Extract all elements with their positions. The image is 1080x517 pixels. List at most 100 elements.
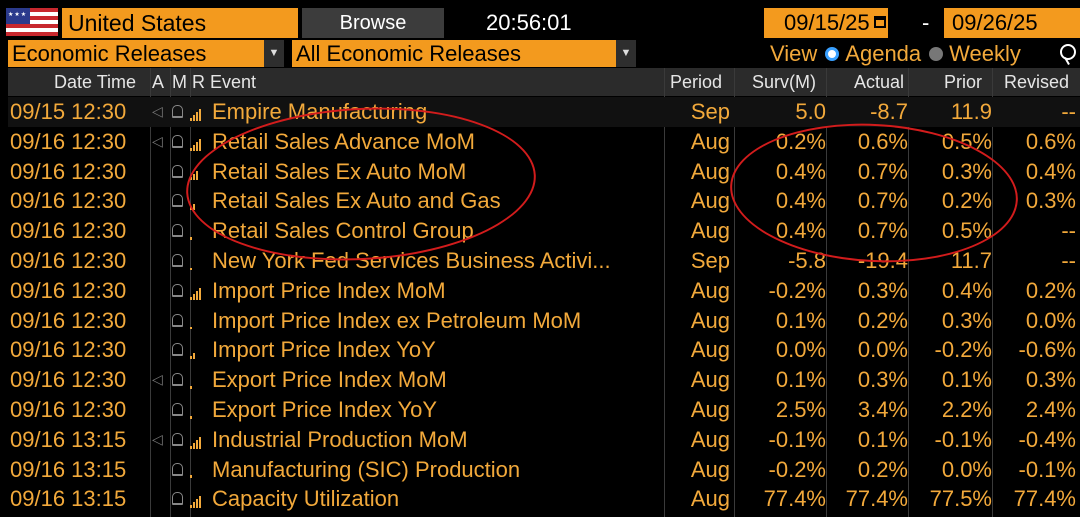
- col-period[interactable]: Period: [670, 72, 723, 92]
- date-separator: -: [922, 10, 930, 35]
- col-event[interactable]: Event: [210, 72, 257, 92]
- country-field[interactable]: United States: [62, 8, 298, 38]
- speaker-icon[interactable]: ◁: [152, 371, 163, 388]
- row-period: Sep: [690, 247, 730, 273]
- table-row[interactable]: 09/16 12:30 Import Price Index ex Petrole…: [8, 306, 1080, 336]
- table-row[interactable]: 09/16 12:30 Export Price Index YoY Aug 2.5%…: [8, 395, 1080, 425]
- bell-icon[interactable]: [170, 365, 184, 395]
- col-actual[interactable]: Actual: [854, 72, 905, 92]
- speaker-icon[interactable]: [152, 335, 166, 365]
- row-prior: 0.4%: [941, 277, 992, 303]
- chevron-down-icon[interactable]: ▼: [264, 40, 284, 67]
- col-surv[interactable]: Surv(M): [752, 72, 816, 92]
- row-period: Aug: [690, 158, 730, 184]
- speaker-icon[interactable]: [152, 186, 166, 216]
- relevance-bars-icon: [190, 365, 206, 395]
- weekly-radio[interactable]: [929, 46, 944, 61]
- row-datetime: 09/16 12:30: [10, 128, 127, 154]
- row-actual: -8.7: [870, 99, 908, 124]
- bell-icon[interactable]: [170, 127, 184, 157]
- column-divider: [664, 68, 665, 517]
- table-row[interactable]: 09/16 12:30 Retail Sales Ex Auto MoM Aug 0.…: [8, 157, 1080, 187]
- col-datetime[interactable]: Date Time: [54, 72, 137, 92]
- bell-icon[interactable]: [170, 276, 184, 306]
- relevance-bars-icon: [190, 335, 206, 365]
- speaker-icon[interactable]: [152, 216, 166, 246]
- subcategory-select[interactable]: All Economic Releases ▼: [292, 40, 636, 67]
- category-select[interactable]: Economic Releases ▼: [8, 40, 284, 67]
- col-prior[interactable]: Prior: [944, 72, 983, 92]
- column-divider: [170, 68, 171, 517]
- row-event: Export Price Index YoY: [212, 396, 438, 422]
- table-row[interactable]: 09/16 13:15 Manufacturing (SIC) Productio…: [8, 455, 1080, 485]
- row-event: New York Fed Services Business Activi...: [212, 247, 611, 273]
- bell-icon[interactable]: [170, 306, 184, 336]
- row-actual: 0.3%: [857, 277, 908, 303]
- bell-icon[interactable]: [170, 425, 184, 455]
- bell-icon[interactable]: [170, 157, 184, 187]
- speaker-icon[interactable]: [152, 395, 166, 425]
- agenda-radio[interactable]: [825, 46, 840, 61]
- table-row[interactable]: 09/15 12:30 Empire Manufacturing Sep 5.0 -8.…: [8, 97, 1080, 127]
- row-survey: 0.4%: [775, 158, 826, 184]
- row-event: Retail Sales Advance MoM: [212, 128, 475, 154]
- table-row[interactable]: 09/16 13:15 Industrial Production MoM Aug -…: [8, 425, 1080, 455]
- table-row[interactable]: 09/16 12:30 Retail Sales Advance MoM Aug 0.…: [8, 127, 1080, 157]
- weekly-label[interactable]: Weekly: [949, 41, 1021, 66]
- col-a[interactable]: A: [152, 72, 165, 92]
- speaker-icon[interactable]: ◁: [152, 430, 163, 447]
- table-row[interactable]: 09/16 12:30 Import Price Index MoM Aug -0.2…: [8, 276, 1080, 306]
- speaker-icon[interactable]: [152, 306, 166, 336]
- speaker-icon[interactable]: [152, 246, 166, 276]
- table-row[interactable]: 09/16 12:30 Export Price Index MoM Aug 0.1%…: [8, 365, 1080, 395]
- speaker-icon[interactable]: ◁: [152, 103, 163, 119]
- row-prior: 11.9: [950, 99, 992, 124]
- bell-icon[interactable]: [170, 484, 184, 514]
- bell-icon[interactable]: [170, 335, 184, 365]
- row-survey: 0.1%: [775, 307, 826, 333]
- speaker-icon[interactable]: ◁: [152, 132, 163, 149]
- bell-icon[interactable]: [170, 455, 184, 485]
- table-row[interactable]: 09/16 13:15 Capacity Utilization Aug 77.4% 7…: [8, 484, 1080, 514]
- row-revised: 2.4%: [1025, 396, 1076, 422]
- bell-icon[interactable]: [170, 216, 184, 246]
- row-survey: 0.0%: [775, 337, 826, 363]
- row-survey: 0.1%: [775, 367, 826, 393]
- row-revised: 0.4%: [1025, 158, 1076, 184]
- row-actual: -19.4: [857, 247, 908, 273]
- table-row[interactable]: 09/16 12:30 New York Fed Services Busines…: [8, 246, 1080, 276]
- col-m[interactable]: M: [172, 72, 187, 92]
- end-date-field[interactable]: 09/26/25: [944, 8, 1080, 38]
- col-r[interactable]: R: [192, 72, 205, 92]
- table-row[interactable]: 09/16 12:30 Retail Sales Ex Auto and Gas A…: [8, 186, 1080, 216]
- chevron-down-icon[interactable]: ▼: [616, 40, 636, 67]
- speaker-icon[interactable]: [152, 276, 166, 306]
- relevance-bars-icon: [190, 276, 206, 306]
- col-revised[interactable]: Revised: [1004, 72, 1070, 92]
- agenda-label[interactable]: Agenda: [845, 41, 922, 66]
- row-event: Industrial Production MoM: [212, 426, 468, 452]
- calendar-icon[interactable]: [874, 16, 886, 28]
- relevance-bars-icon: [190, 157, 206, 187]
- relevance-bars-icon: [190, 127, 206, 157]
- speaker-icon[interactable]: [152, 455, 166, 485]
- row-actual: 0.7%: [857, 218, 908, 244]
- bell-icon[interactable]: [170, 186, 184, 216]
- bell-icon[interactable]: [170, 97, 184, 127]
- bell-icon[interactable]: [170, 395, 184, 425]
- start-date-field[interactable]: 09/15/25: [764, 8, 888, 38]
- relevance-bars-icon: [190, 246, 206, 276]
- speaker-icon[interactable]: [152, 157, 166, 187]
- relevance-bars-icon: [190, 425, 206, 455]
- bell-icon[interactable]: [170, 246, 184, 276]
- relevance-bars-icon: [190, 484, 206, 514]
- table-row[interactable]: 09/16 12:30 Retail Sales Control Group Aug…: [8, 216, 1080, 246]
- search-icon[interactable]: [1060, 44, 1076, 60]
- browse-button[interactable]: Browse: [302, 8, 444, 38]
- view-label: View: [770, 41, 818, 66]
- table-row[interactable]: 09/16 12:30 Import Price Index YoY Aug 0.0%…: [8, 335, 1080, 365]
- speaker-icon[interactable]: [152, 484, 166, 514]
- column-divider: [150, 68, 151, 517]
- row-prior: 0.5%: [941, 218, 992, 244]
- row-period: Aug: [690, 277, 730, 303]
